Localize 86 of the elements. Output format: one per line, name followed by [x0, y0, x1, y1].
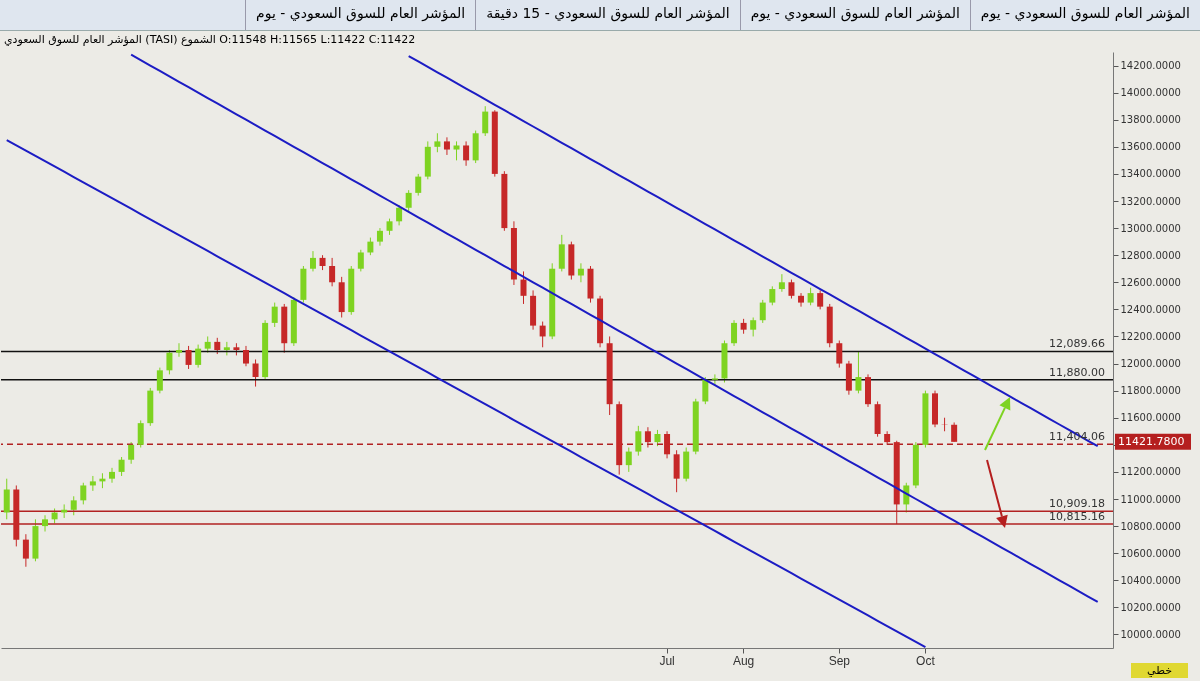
candlestick: [463, 140, 470, 167]
y-tick-label: 12200.0000: [1120, 330, 1181, 342]
candlestick: [89, 475, 96, 492]
x-tick-label: Oct: [916, 653, 936, 668]
candlestick: [711, 373, 718, 386]
candlestick: [778, 273, 785, 293]
y-tick-label: 11200.0000: [1120, 466, 1181, 478]
text: المؤشر العام للسوق السعودي - 15 دقيقة: [475, 0, 740, 30]
candlestick: [750, 316, 757, 337]
candlestick: [195, 344, 202, 369]
y-tick-label: 12800.0000: [1120, 249, 1181, 261]
y-tick-label: 10400.0000: [1120, 574, 1181, 586]
y-tick-label: 13800.0000: [1120, 114, 1181, 126]
candlestick: [443, 136, 450, 156]
candlestick: [434, 132, 441, 153]
y-tick-label: 11800.0000: [1120, 385, 1181, 397]
candlestick: [22, 533, 29, 568]
candlestick: [137, 419, 144, 449]
candlestick: [185, 345, 192, 370]
x-tick-label: Aug: [732, 653, 755, 668]
candlestick: [176, 342, 182, 358]
ref-line-label: 12,089.66: [1049, 337, 1105, 351]
candlestick: [70, 495, 77, 516]
y-tick-label: 13600.0000: [1120, 141, 1181, 153]
line-series: [5, 139, 927, 649]
x-tick-label: Jul: [659, 653, 675, 668]
candlestick: [109, 467, 116, 484]
candlestick: [453, 140, 460, 161]
y-tick-label: 11600.0000: [1120, 412, 1181, 424]
y-tick-label: 13400.0000: [1120, 168, 1181, 180]
y-tick-label: 14200.0000: [1120, 60, 1181, 72]
y-tick-label: 12000.0000: [1120, 358, 1181, 370]
candlestick: [271, 302, 278, 328]
text: خطي: [1131, 663, 1188, 678]
candlestick: [644, 426, 651, 449]
candlestick: [836, 340, 843, 369]
y-tick-label: 14000.0000: [1120, 87, 1181, 99]
candlestick: [769, 285, 776, 306]
candlestick: [396, 204, 403, 226]
candlestick: [42, 514, 49, 533]
candlestick: [309, 250, 316, 272]
candlestick: [80, 482, 87, 505]
candlestick: [664, 430, 671, 459]
candlestick: [156, 367, 163, 394]
y-tick-label: 11000.0000: [1120, 493, 1181, 505]
y-tick-label: 13000.0000: [1120, 222, 1181, 234]
candlestick: [482, 105, 489, 137]
ref-line-label: 10,909.18: [1049, 497, 1105, 511]
x-tick-label: Sep: [828, 653, 851, 668]
candlestick: [577, 262, 584, 283]
y-tick-label: 10600.0000: [1120, 547, 1181, 559]
candlestick: [759, 299, 766, 324]
candlestick: [118, 456, 125, 477]
text: المؤشر العام للسوق السعودي - يوم: [739, 0, 970, 30]
candlestick: [788, 279, 795, 300]
candlestick: [951, 421, 958, 443]
ref-line-label: 10,815.16: [1049, 510, 1105, 524]
candlestick: [252, 358, 259, 388]
text: المؤشر العام للسوق السعودي - يوم: [969, 0, 1200, 30]
chart-title: المؤشر العام للسوق السعودي (TASI) الشموع O:11548 H:11565 L:11422 C:11422: [4, 33, 416, 46]
candlestick: [855, 350, 862, 394]
y-tick-label: 10000.0000: [1120, 628, 1181, 640]
candlestick: [731, 319, 738, 347]
y-tick-label: 10800.0000: [1120, 520, 1181, 532]
candlestick: [539, 321, 546, 348]
y-tick-label: 13200.0000: [1120, 195, 1181, 207]
candlestick: [520, 270, 527, 305]
candlestick: [405, 189, 412, 213]
candlestick: [329, 257, 336, 287]
candlestick: [242, 345, 249, 367]
text: المؤشر العام للسوق السعودي - يوم: [245, 0, 476, 30]
candlestick: [635, 425, 642, 457]
candlestick: [415, 173, 422, 197]
y-tick-label: 12400.0000: [1120, 303, 1181, 315]
text: 11421.7800: [1118, 434, 1185, 448]
candlestick: [625, 447, 632, 473]
candlestick: [357, 249, 364, 272]
candlestick: [817, 289, 824, 310]
ref-line-label: 11,880.00: [1049, 365, 1105, 379]
candlestick: [128, 441, 135, 465]
candlestick: [798, 292, 805, 308]
y-tick-label: 12600.0000: [1120, 276, 1181, 288]
y-tick-label: 10200.0000: [1120, 601, 1181, 613]
candlestick: [702, 376, 709, 405]
candlestick: [3, 478, 10, 520]
candlestick: [166, 349, 173, 375]
